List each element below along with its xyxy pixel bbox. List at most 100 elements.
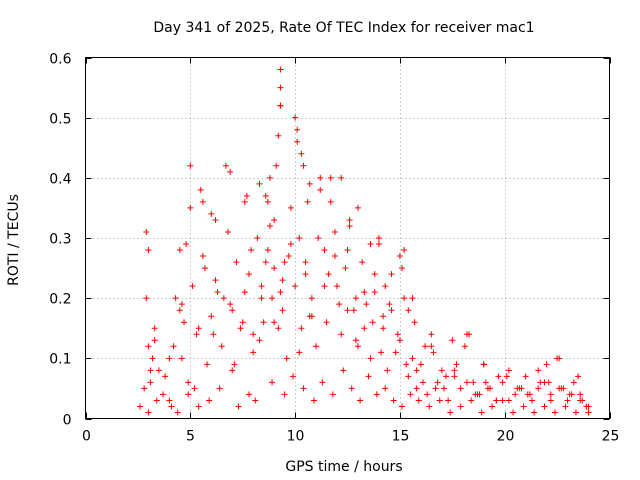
data-point	[346, 222, 353, 229]
data-point	[279, 307, 286, 314]
data-point	[178, 355, 185, 362]
data-point	[304, 198, 311, 205]
data-point	[342, 265, 349, 272]
data-point	[248, 247, 255, 254]
y-tick-label: 0.6	[49, 52, 71, 68]
data-point	[277, 289, 284, 296]
data-point	[338, 331, 345, 338]
data-point	[153, 397, 160, 404]
data-point	[365, 373, 372, 380]
data-point	[352, 295, 359, 302]
data-point	[375, 235, 382, 241]
data-point	[556, 355, 563, 362]
data-point	[290, 373, 297, 380]
data-point	[482, 379, 489, 386]
data-point	[241, 289, 248, 296]
data-point	[141, 385, 148, 392]
data-point	[432, 385, 439, 392]
data-point	[449, 337, 456, 344]
data-point	[258, 283, 265, 290]
data-point	[537, 379, 544, 386]
data-point	[461, 343, 468, 350]
data-point	[344, 247, 351, 254]
data-point	[468, 397, 475, 404]
data-point	[451, 367, 458, 374]
data-point	[208, 210, 215, 217]
data-point	[384, 367, 391, 374]
data-point	[212, 277, 219, 284]
data-point	[264, 247, 271, 254]
data-point	[369, 319, 376, 326]
data-point	[241, 198, 248, 205]
data-point	[277, 66, 284, 73]
data-point	[585, 403, 592, 410]
data-point	[411, 319, 418, 326]
data-point	[176, 307, 183, 314]
data-point	[579, 397, 586, 404]
data-point	[346, 216, 353, 223]
data-point	[271, 265, 278, 272]
data-point	[558, 385, 565, 392]
data-point	[306, 180, 313, 187]
data-point	[457, 385, 464, 392]
data-point	[176, 247, 183, 254]
data-point	[256, 180, 263, 187]
data-point	[424, 391, 431, 398]
data-point	[298, 150, 305, 157]
data-point	[361, 289, 368, 296]
data-point	[528, 397, 535, 404]
data-point	[300, 385, 307, 392]
data-point	[181, 319, 188, 326]
data-point	[499, 397, 506, 404]
data-point	[386, 301, 393, 308]
data-point	[245, 391, 252, 398]
y-tick-label: 0.5	[49, 112, 71, 128]
data-point	[151, 325, 158, 332]
data-point	[535, 385, 542, 392]
data-point	[440, 385, 447, 392]
data-point	[233, 259, 240, 266]
y-tick-label: 0.4	[49, 172, 71, 188]
data-point	[208, 313, 215, 320]
data-point	[321, 247, 328, 254]
data-point	[187, 204, 194, 211]
data-point	[371, 271, 378, 278]
data-point	[287, 204, 294, 211]
data-point	[547, 397, 554, 404]
data-point	[201, 265, 208, 272]
data-point	[235, 403, 242, 410]
data-point	[283, 355, 290, 362]
data-point	[575, 373, 582, 380]
data-point	[415, 397, 422, 404]
data-point	[535, 367, 542, 374]
data-point	[170, 343, 177, 350]
data-point	[166, 397, 173, 404]
data-point	[319, 379, 326, 386]
data-point	[354, 204, 361, 211]
data-point	[149, 355, 156, 362]
data-point	[331, 253, 338, 260]
data-point	[222, 162, 229, 169]
x-tick-label: 0	[82, 429, 91, 445]
data-point	[466, 331, 473, 338]
data-point	[457, 403, 464, 410]
data-point	[470, 379, 477, 386]
data-point	[216, 385, 223, 392]
data-point	[474, 391, 481, 398]
data-point	[269, 379, 276, 386]
data-point	[287, 241, 294, 248]
data-point	[354, 343, 361, 350]
data-point	[245, 271, 252, 278]
data-point	[417, 361, 424, 368]
data-point	[212, 216, 219, 223]
data-point	[258, 295, 265, 302]
data-point	[269, 295, 276, 302]
y-axis-label: ROTI / TECUs	[6, 194, 22, 286]
data-point	[503, 373, 510, 380]
data-point	[543, 361, 550, 368]
data-point	[174, 409, 181, 416]
data-point	[338, 174, 345, 181]
data-point	[264, 198, 271, 205]
data-point	[147, 367, 154, 374]
data-point	[484, 385, 491, 392]
